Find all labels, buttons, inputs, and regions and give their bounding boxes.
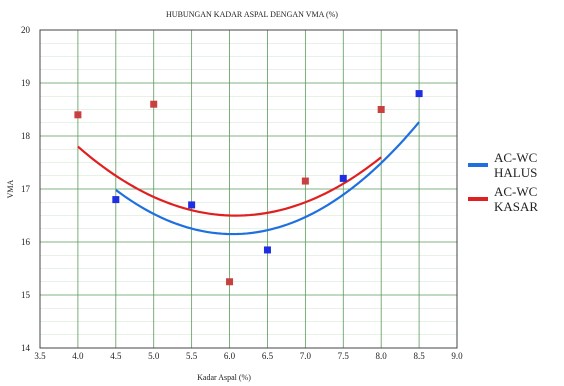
y-tick-label: 15 — [21, 290, 31, 300]
y-tick-label: 20 — [21, 25, 31, 35]
data-point-series-0 — [188, 201, 196, 209]
x-tick-label: 3.5 — [34, 351, 46, 361]
data-point-series-1 — [377, 106, 385, 113]
y-tick-label: 16 — [21, 237, 31, 247]
x-tick-label: 8.0 — [376, 351, 388, 361]
y-tick-label: 19 — [21, 78, 31, 88]
legend-label-kasar: AC-WC KASAR — [494, 184, 539, 214]
y-axis-label: VMA — [6, 179, 15, 198]
x-tick-label: 9.0 — [451, 351, 463, 361]
legend-label-halus: AC-WC HALUS — [494, 150, 538, 180]
data-point-series-1 — [226, 278, 234, 286]
data-point-series-1 — [301, 177, 309, 185]
data-point-series-0 — [339, 174, 347, 182]
trend-line-series-0 — [115, 121, 420, 236]
x-tick-label: 6.0 — [224, 351, 236, 361]
legend-item-halus: AC-WC HALUS — [468, 150, 564, 180]
grid-lines — [39, 29, 458, 349]
x-tick-label: 7.0 — [300, 351, 312, 361]
x-tick-label: 4.5 — [110, 351, 122, 361]
series-layer — [74, 90, 423, 286]
trend-line-series-1 — [77, 145, 382, 217]
data-point-series-0 — [112, 196, 120, 204]
y-tick-label: 17 — [21, 184, 31, 194]
data-point-series-1 — [150, 100, 158, 108]
data-point-series-0 — [415, 90, 423, 98]
y-tick-label: 18 — [21, 131, 31, 141]
y-tick-label: 14 — [21, 343, 31, 353]
legend: AC-WC HALUS AC-WC KASAR — [468, 150, 564, 218]
x-tick-label: 5.0 — [148, 351, 160, 361]
data-point-series-0 — [263, 246, 271, 254]
data-point-series-1 — [74, 111, 82, 119]
x-axis-label: Kadar Aspal (%) — [197, 373, 251, 382]
x-tick-label: 6.5 — [262, 351, 274, 361]
chart-title: HUBUNGAN KADAR ASPAL DENGAN VMA (%) — [166, 10, 338, 19]
legend-item-kasar: AC-WC KASAR — [468, 184, 564, 214]
legend-swatch-halus — [468, 163, 488, 167]
x-tick-label: 5.5 — [186, 351, 198, 361]
x-tick-label: 7.5 — [338, 351, 350, 361]
legend-swatch-kasar — [468, 197, 488, 201]
x-tick-label: 8.5 — [413, 351, 425, 361]
x-tick-label: 4.0 — [72, 351, 84, 361]
y-tick-labels: 14 15 16 17 18 19 20 — [21, 25, 31, 353]
plot-area-frame — [39, 29, 458, 349]
x-tick-labels: 3.5 4.0 4.5 5.0 5.5 6.0 6.5 7.0 7.5 8.0 8.5 9.0 — [34, 351, 463, 361]
